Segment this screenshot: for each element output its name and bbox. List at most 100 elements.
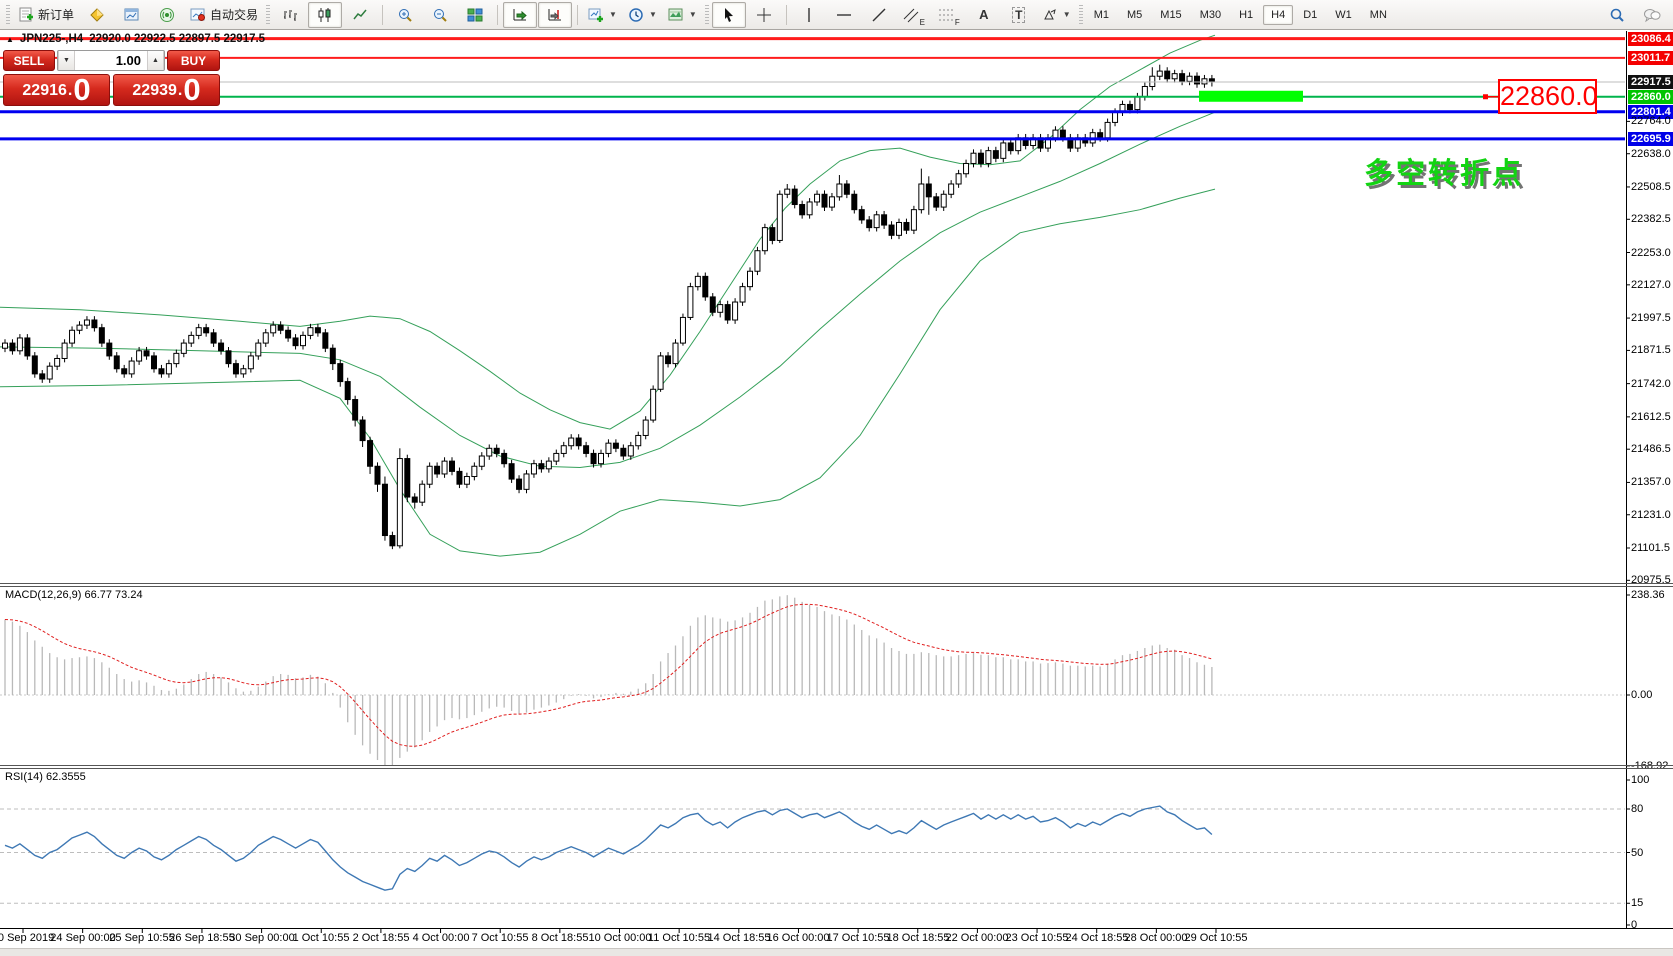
period-button-W1[interactable]: W1	[1335, 8, 1352, 21]
new-order-button[interactable]: 新订单	[13, 2, 79, 28]
period-button-M1[interactable]: M1	[1093, 8, 1109, 21]
auto-scroll-button[interactable]	[503, 1, 538, 28]
sell-button[interactable]: SELL	[3, 50, 55, 71]
pane-separator[interactable]	[0, 583, 1673, 584]
zoom-out-icon	[434, 8, 447, 22]
fibonacci-tool[interactable]: F	[932, 2, 966, 28]
candle-body	[627, 445, 634, 457]
candle-body	[754, 250, 761, 272]
trendline-tool[interactable]	[862, 2, 896, 28]
candle-body	[739, 286, 746, 303]
horizontal-line-tool[interactable]	[827, 2, 861, 28]
candle-body	[463, 476, 470, 485]
period-dropdown[interactable]: ▼	[623, 2, 662, 28]
candle-chart-button[interactable]	[308, 1, 343, 28]
period-button-MN[interactable]: MN	[1369, 8, 1387, 21]
toolbar-grip[interactable]	[704, 4, 709, 25]
price-annotation-label[interactable]: 22860.0	[1498, 79, 1598, 114]
collapse-icon[interactable]: ▲	[6, 34, 14, 44]
pane-separator[interactable]	[0, 586, 1673, 587]
autotrade-icon	[190, 8, 206, 21]
market-watch-button[interactable]	[115, 2, 149, 28]
candle-body	[247, 355, 254, 370]
sell-price-display[interactable]: 22916. 0	[3, 74, 110, 106]
turning-point-annotation[interactable]: 多空转折点	[1364, 158, 1525, 190]
zoom-in-button[interactable]	[388, 2, 422, 28]
text-tool-letter: A	[979, 7, 989, 22]
candle-body	[240, 368, 247, 375]
history-center-button[interactable]	[80, 2, 114, 28]
candle-body	[143, 350, 150, 357]
buy-button[interactable]: BUY	[167, 50, 220, 71]
candle-body	[933, 196, 940, 208]
candle-body	[1052, 129, 1059, 139]
candle-body	[553, 452, 560, 462]
period-button-M30[interactable]: M30	[1199, 8, 1222, 21]
candle-body	[210, 332, 217, 344]
history-diamond-icon	[90, 7, 104, 22]
volume-input[interactable]	[75, 51, 147, 70]
period-button-M15[interactable]: M15	[1160, 8, 1182, 21]
candle-body	[404, 458, 411, 498]
candle-body	[471, 465, 478, 478]
line-chart-button[interactable]	[343, 2, 377, 28]
chart-shift-button[interactable]	[538, 1, 573, 28]
candle-body	[717, 304, 724, 313]
period-button-H1[interactable]: H1	[1239, 8, 1254, 21]
volume-increase-button[interactable]: ▲	[147, 51, 164, 70]
autotrade-button[interactable]: 自动交易	[185, 2, 263, 28]
chart-header: ▲ JPN225-,H4 22920.0 22922.5 22897.5 229…	[6, 33, 265, 45]
candle-body	[1097, 132, 1104, 139]
candlestick-icon	[318, 7, 331, 22]
crosshair-icon	[756, 7, 771, 22]
fibonacci-icon	[938, 9, 953, 20]
candle-body	[69, 329, 76, 344]
bar-chart-button[interactable]	[273, 2, 307, 28]
toolbar-grip[interactable]	[1078, 4, 1083, 25]
zoom-out-button[interactable]	[423, 2, 457, 28]
candle-body	[426, 465, 433, 485]
chat-button[interactable]	[1635, 2, 1669, 28]
label-tool[interactable]: T	[1002, 2, 1036, 28]
channel-tool[interactable]: E	[897, 2, 931, 28]
period-button-M5[interactable]: M5	[1127, 8, 1143, 21]
candle-body	[955, 173, 962, 185]
new-chart-dropdown[interactable]: ▼	[583, 2, 622, 28]
buy-price-main: 22939	[132, 82, 177, 99]
crosshair-tool-button[interactable]	[747, 2, 781, 28]
tile-windows-button[interactable]	[458, 2, 492, 28]
toolbar-grip[interactable]	[266, 4, 271, 25]
candle-body	[9, 342, 16, 352]
candle-body	[1164, 70, 1171, 80]
candle-body	[367, 440, 374, 467]
period-button-H4[interactable]: H4	[1263, 4, 1294, 25]
cursor-tool-button[interactable]	[711, 1, 746, 28]
vertical-line-tool[interactable]	[792, 2, 826, 28]
candle-body	[836, 183, 843, 198]
pane-separator[interactable]	[0, 768, 1673, 769]
candle-body	[91, 319, 98, 329]
volume-decrease-button[interactable]: ▼	[58, 51, 75, 70]
candle-body	[523, 473, 530, 490]
candle-body	[478, 455, 485, 467]
period-button-D1[interactable]: D1	[1303, 8, 1318, 21]
candle-body	[441, 460, 448, 475]
signals-button[interactable]	[150, 2, 184, 28]
pane-separator[interactable]	[0, 765, 1673, 766]
candle-body	[560, 445, 567, 454]
candle-body	[583, 445, 590, 454]
candle-body	[188, 334, 195, 344]
buy-price-display[interactable]: 22939. 0	[113, 74, 220, 106]
template-dropdown[interactable]: ▼	[663, 2, 702, 28]
text-tool[interactable]: A	[967, 2, 1001, 28]
search-button[interactable]	[1600, 2, 1634, 28]
candle-body	[575, 437, 582, 447]
toolbar-grip[interactable]	[6, 4, 10, 25]
candle-body	[270, 324, 277, 334]
candle-body	[679, 316, 686, 344]
candle-body	[493, 447, 500, 454]
candle-body	[2, 342, 8, 349]
candle-body	[814, 193, 821, 203]
shapes-dropdown[interactable]: ▼	[1037, 2, 1076, 28]
